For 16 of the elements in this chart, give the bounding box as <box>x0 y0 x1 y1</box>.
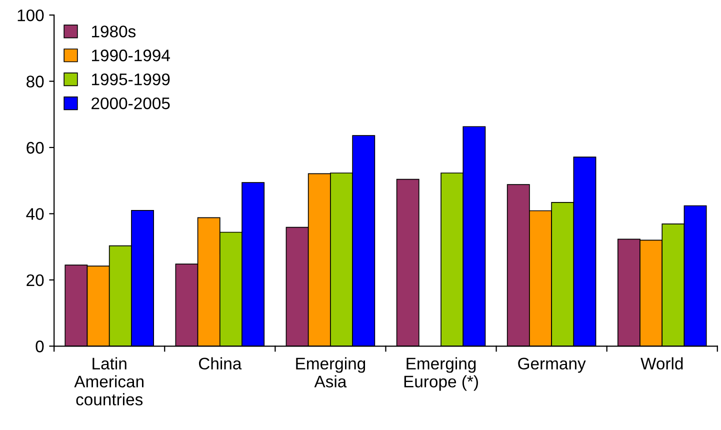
x-tick-label: Emerging Asia <box>296 357 366 388</box>
legend-label: 1990-1994 <box>92 50 170 62</box>
x-tick-label: Germany <box>518 358 586 373</box>
y-tick-label: 80 <box>26 76 44 88</box>
y-tick-label: 0 <box>36 340 44 352</box>
y-tick-label: 60 <box>26 142 44 154</box>
y-tick-label: 40 <box>26 208 44 220</box>
x-tick-label: World <box>640 357 683 370</box>
legend-label: 1995-1999 <box>92 73 170 86</box>
legend-label: 2000-2005 <box>92 97 170 110</box>
y-tick-label: 20 <box>26 274 44 286</box>
legend-label: 1980s <box>92 26 136 38</box>
x-tick-label: Emerging Europe (*) <box>404 357 478 391</box>
y-tick-label: 100 <box>18 9 44 22</box>
x-tick-label: Latin American countries <box>74 357 144 406</box>
x-tick-label: China <box>198 357 242 370</box>
